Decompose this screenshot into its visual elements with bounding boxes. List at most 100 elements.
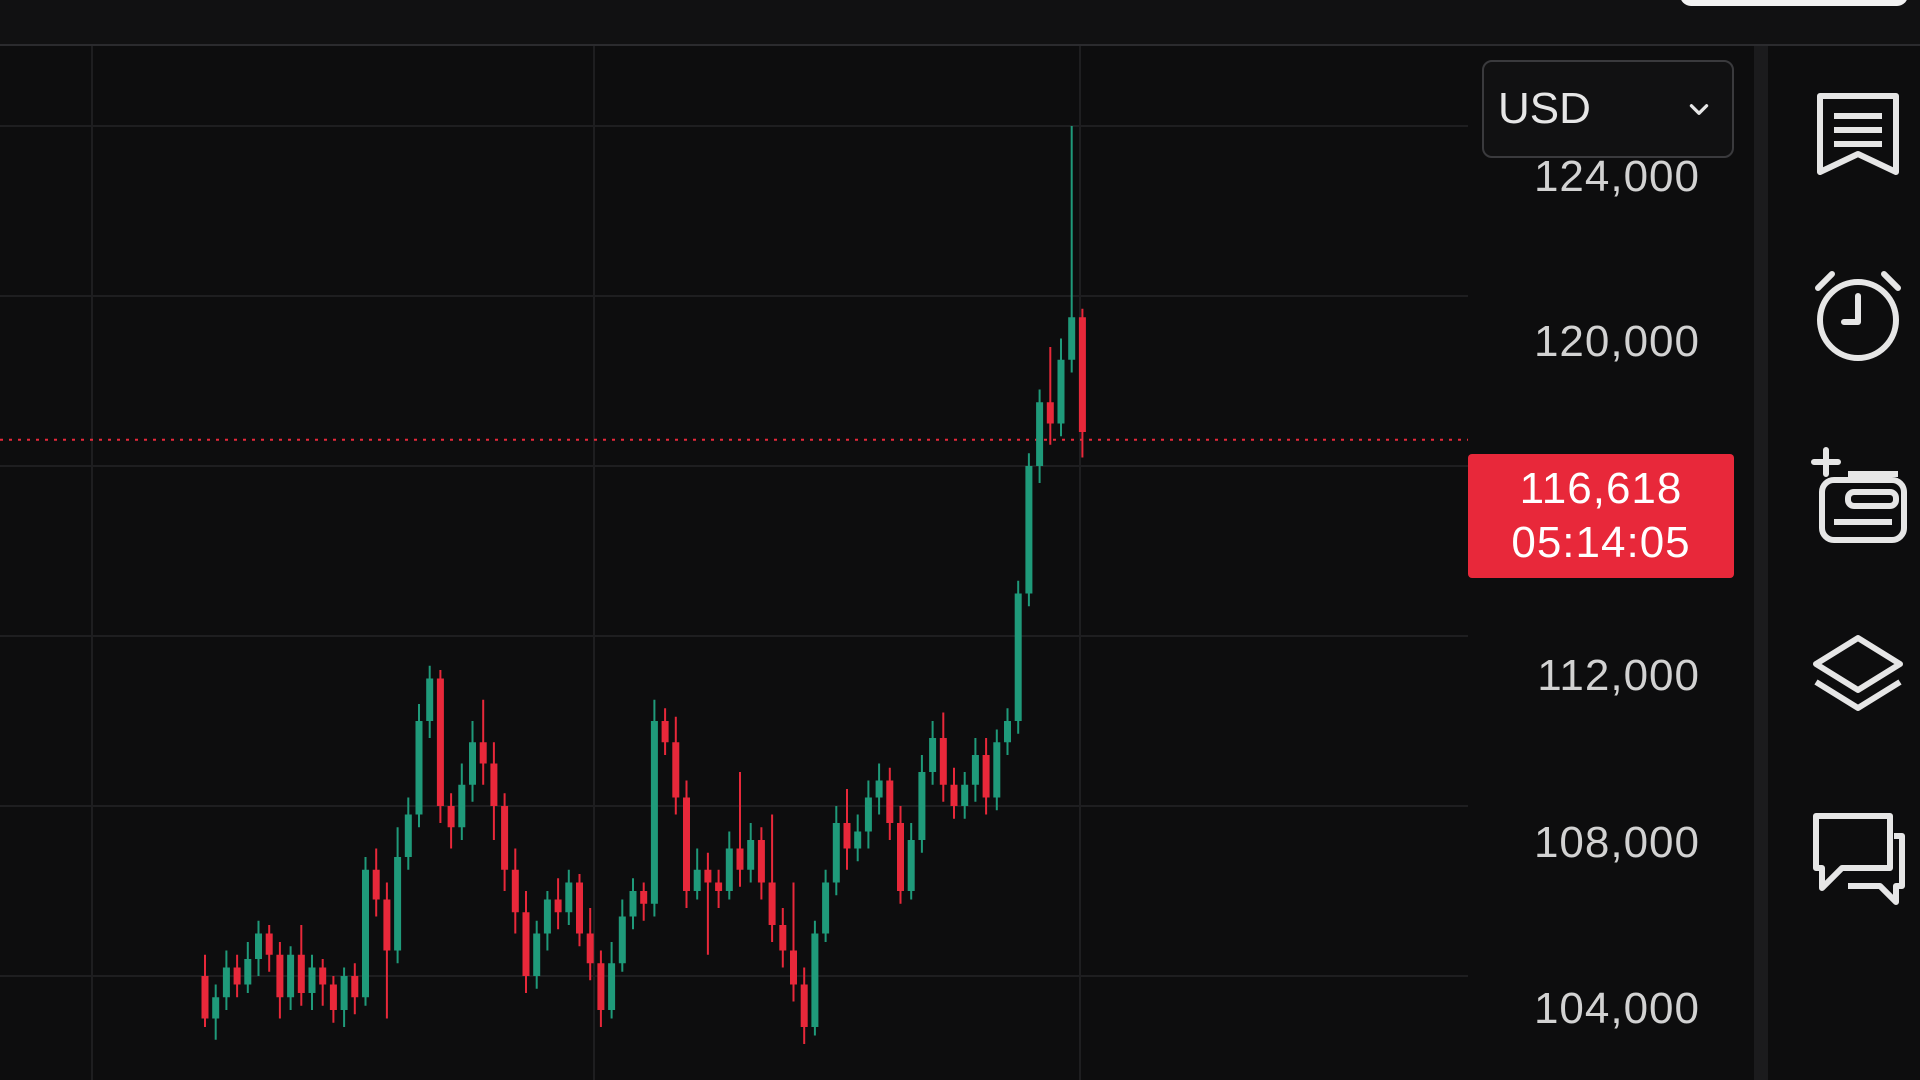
candle-body <box>244 959 252 985</box>
price-chart[interactable] <box>0 46 1755 1080</box>
current-price-value: 116,618 <box>1519 464 1683 513</box>
toolbar-divider <box>1754 46 1768 1080</box>
candle <box>811 920 819 1036</box>
candle <box>907 823 915 900</box>
candle <box>693 848 701 900</box>
alerts-button[interactable] <box>1808 266 1908 366</box>
candle <box>961 772 969 819</box>
candle-body <box>533 933 541 976</box>
candle <box>683 780 690 908</box>
watchlist-icon <box>1817 93 1899 175</box>
candle <box>822 869 830 942</box>
candle <box>415 704 423 828</box>
candle-body <box>383 899 391 951</box>
candle <box>586 908 594 981</box>
candle <box>650 699 658 917</box>
candle <box>1014 580 1022 734</box>
watchlist-button[interactable] <box>1808 86 1908 186</box>
candle <box>768 814 776 942</box>
candle-body <box>608 963 616 1010</box>
candle-body <box>319 967 327 985</box>
candle-body <box>222 967 230 998</box>
candle <box>843 789 851 870</box>
candle <box>222 950 230 1010</box>
price-axis-label: 104,000 <box>1533 984 1700 1033</box>
currency-select[interactable]: USD <box>1482 60 1734 158</box>
candle <box>864 780 872 849</box>
candle <box>747 823 755 883</box>
candle-body <box>1046 402 1054 424</box>
price-axis-label: 124,000 <box>1533 152 1700 198</box>
candle-body <box>287 954 295 998</box>
layers-button[interactable] <box>1808 626 1908 726</box>
candlestick-chart[interactable] <box>0 46 1755 1080</box>
candle <box>1046 347 1054 445</box>
candle <box>340 967 348 1027</box>
candle-body <box>875 780 883 798</box>
candle <box>533 920 541 989</box>
candle-body <box>265 933 273 955</box>
candle <box>971 738 979 802</box>
candle-body <box>1078 317 1086 432</box>
candle-body <box>822 882 830 934</box>
candle-body <box>629 891 637 917</box>
candle-body <box>394 857 402 951</box>
candle-body <box>479 742 487 764</box>
add-list-icon <box>1811 447 1907 543</box>
candle-body <box>907 840 915 891</box>
candle <box>554 878 562 930</box>
add-to-list-button[interactable] <box>1808 446 1908 546</box>
candle <box>918 755 926 853</box>
candle-body <box>1036 402 1044 466</box>
candle <box>265 925 273 972</box>
candle <box>212 984 220 1040</box>
candle-body <box>790 950 797 985</box>
candle <box>543 891 551 951</box>
candle <box>832 806 840 896</box>
candle <box>757 827 765 900</box>
candle-body <box>640 891 648 904</box>
candle-body <box>618 916 626 964</box>
candle-body <box>276 954 284 998</box>
candle-body <box>704 869 712 883</box>
candle <box>351 963 359 1015</box>
chat-button[interactable] <box>1808 806 1908 906</box>
candle <box>362 857 369 1006</box>
candle <box>201 954 209 1027</box>
candle-body <box>993 742 1001 798</box>
candle-body <box>650 721 658 904</box>
candle <box>1068 126 1076 373</box>
candle <box>458 763 466 840</box>
candle-body <box>426 678 434 721</box>
candle <box>715 869 723 908</box>
candle <box>372 848 380 917</box>
candle <box>779 908 787 968</box>
candle-body <box>661 721 669 743</box>
candle-body <box>971 755 979 785</box>
candle <box>736 772 744 887</box>
top-pill-button[interactable] <box>1680 0 1908 6</box>
candle-countdown: 05:14:05 <box>1511 518 1691 567</box>
candle <box>233 954 241 998</box>
candle-body <box>511 869 519 913</box>
candle-body <box>886 780 894 823</box>
candle <box>244 942 252 993</box>
candle <box>297 925 305 1006</box>
candle-body <box>832 823 840 883</box>
candle-body <box>864 797 872 832</box>
candle-body <box>715 882 723 891</box>
candle-body <box>768 882 776 925</box>
candle <box>929 721 937 785</box>
candle-body <box>490 763 498 806</box>
candle-body <box>543 899 551 934</box>
candle <box>725 831 733 900</box>
candle <box>404 797 412 870</box>
candle <box>276 942 284 1019</box>
candle-body <box>918 772 926 840</box>
candle-body <box>779 925 787 951</box>
candle <box>308 954 316 1010</box>
candle <box>319 959 327 1006</box>
candle <box>854 814 862 862</box>
candle-body <box>950 784 958 806</box>
candle <box>255 920 262 976</box>
